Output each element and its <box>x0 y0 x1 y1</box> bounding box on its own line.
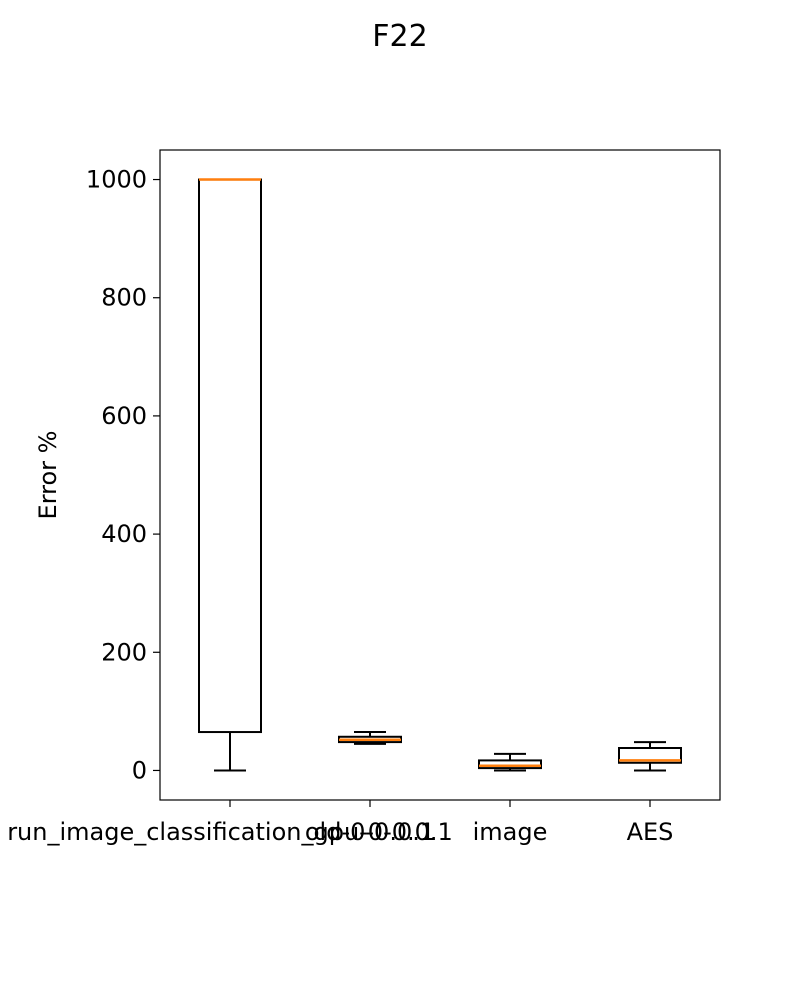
x-tick-label-1: old-0-0.0.1 <box>305 818 435 846</box>
box-iqr <box>198 178 262 734</box>
y-tick-label-2: 400 <box>101 520 147 548</box>
x-tick-label-2: image <box>473 818 548 846</box>
box-iqr <box>618 747 682 764</box>
box-0 <box>198 178 262 772</box>
y-tick-label-0: 0 <box>132 756 147 784</box>
chart-title: F22 <box>372 19 427 54</box>
x-axis: run_image_classification_gpu-0-0.0.1old-… <box>7 800 673 846</box>
y-axis-label: Error % <box>34 431 62 520</box>
plot-frame <box>159 149 721 801</box>
y-tick-label-1: 200 <box>101 638 147 666</box>
y-tick-label-3: 600 <box>101 402 147 430</box>
box-3 <box>618 741 682 772</box>
x-tick-label-0: run_image_classification_gpu-0-0.0.1 <box>7 818 453 846</box>
plot-area <box>159 149 721 801</box>
y-tick-label-5: 1000 <box>86 166 147 194</box>
box-iqr <box>478 759 542 770</box>
y-axis: 0 200 400 600 800 1000 <box>86 166 160 784</box>
x-tick-label-3: AES <box>627 818 674 846</box>
box-1 <box>338 731 402 745</box>
y-tick-label-4: 800 <box>101 284 147 312</box>
box-2 <box>478 752 542 772</box>
